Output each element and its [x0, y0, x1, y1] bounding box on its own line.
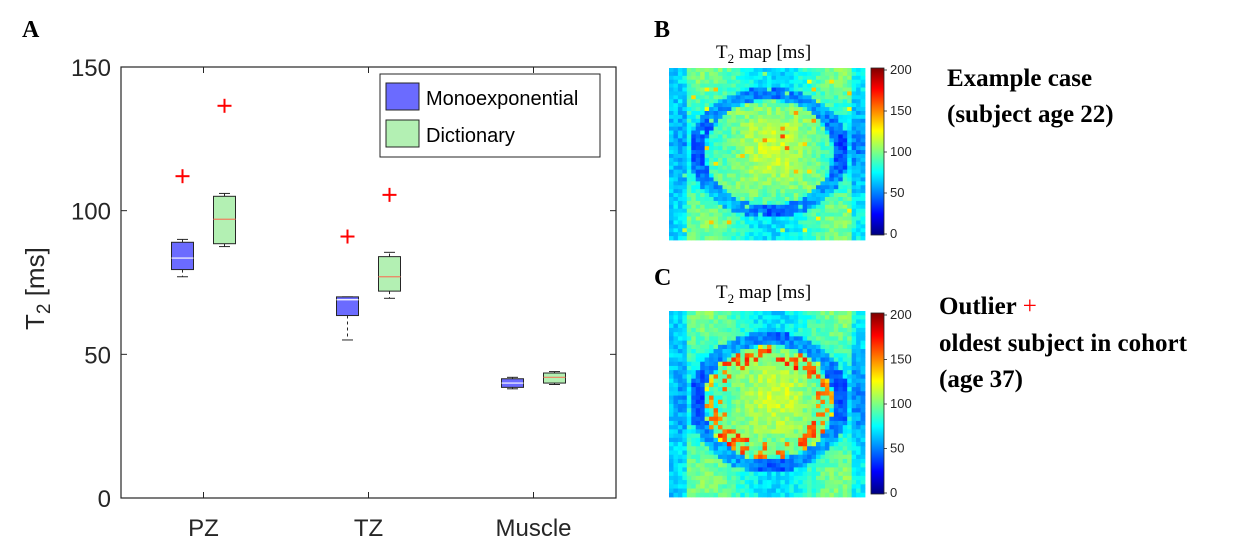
- colorbar-tick-label: 200: [890, 62, 912, 77]
- x-category-label: Muscle: [495, 515, 571, 542]
- x-category-label: TZ: [354, 515, 383, 542]
- y-tick-label: 100: [71, 199, 111, 226]
- colorbar-tick-label: 100: [890, 396, 912, 411]
- box-dictionary-tz: [378, 187, 401, 299]
- colorbar-tick-label: 0: [890, 226, 897, 241]
- colorbar-tick-label: 50: [890, 185, 904, 200]
- y-axis-label: T2 [ms]: [20, 247, 55, 330]
- map-b-title: T2 map [ms]: [716, 42, 811, 66]
- outlier-label: Outlier +: [939, 293, 1037, 320]
- outlier-point: [382, 187, 397, 202]
- colorbar-tick-label: 150: [890, 103, 912, 118]
- t2-map-image-c: [669, 311, 866, 498]
- panel-label-c: C: [654, 265, 671, 291]
- outlier-point: [340, 229, 355, 244]
- legend-label-monoexponential: Monoexponential: [426, 88, 578, 110]
- box-dictionary-muscle: [543, 371, 566, 386]
- colorbar-b: [870, 67, 885, 236]
- legend-label-dictionary: Dictionary: [426, 125, 515, 147]
- legend-swatch-monoexponential: [385, 82, 420, 111]
- x-category-label: PZ: [188, 515, 219, 542]
- colorbar-tick-label: 150: [890, 352, 912, 367]
- outlier-description: oldest subject in cohort: [939, 330, 1188, 357]
- y-tick-label: 0: [98, 486, 111, 513]
- panel-label-a: A: [22, 17, 40, 43]
- outlier-age: (age 37): [939, 366, 1023, 393]
- legend: Monoexponential Dictionary: [379, 73, 601, 158]
- colorbar-tick-label: 0: [890, 485, 897, 500]
- y-tick-label: 50: [84, 342, 111, 369]
- box-monoexponential-pz: [171, 169, 194, 278]
- panel-label-b: B: [654, 17, 670, 43]
- colorbar-tick-label: 200: [890, 307, 912, 322]
- map-c-title: T2 map [ms]: [716, 282, 811, 306]
- y-tick-label: 150: [71, 55, 111, 82]
- colorbar-c: [870, 312, 885, 495]
- outlier-point: [175, 169, 190, 184]
- box-plot-chart: 0 50 100 150 PZ TZ Muscle T2 [ms] Monoexponen…: [20, 55, 617, 542]
- colorbar-tick-label: 100: [890, 144, 912, 159]
- box-dictionary-pz: [213, 98, 236, 248]
- example-case-label: Example case: [947, 65, 1092, 92]
- t2-map-image-b: [669, 68, 866, 241]
- legend-swatch-dictionary: [385, 119, 420, 148]
- outlier-point: [217, 98, 232, 113]
- box-monoexponential-muscle: [501, 376, 524, 390]
- colorbar-tick-label: 50: [890, 441, 904, 456]
- box-monoexponential-tz: [336, 229, 359, 341]
- outlier-marker: +: [1023, 293, 1037, 320]
- example-case-age: (subject age 22): [947, 101, 1114, 128]
